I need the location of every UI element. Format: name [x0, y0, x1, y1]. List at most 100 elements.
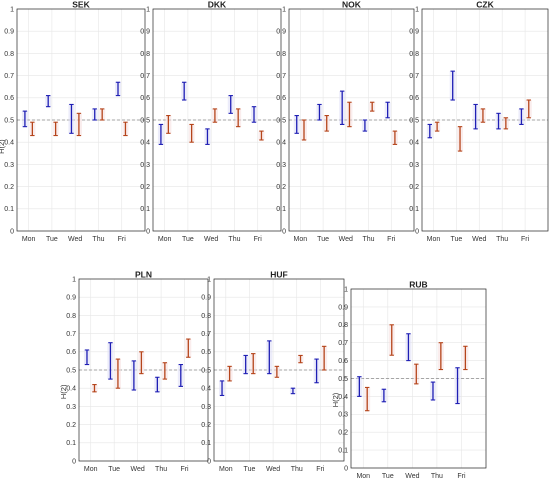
y-tick-label: 0.7	[409, 73, 419, 80]
y-tick-label: 0.6	[66, 349, 76, 356]
y-tick-label: 0.4	[66, 386, 76, 393]
x-tick-label: Fri	[180, 466, 189, 473]
y-tick-label: 0.8	[409, 51, 419, 58]
y-tick-label: 0	[282, 228, 286, 235]
y-tick-label: 0.7	[276, 73, 286, 80]
x-tick-label: Tue	[450, 236, 462, 243]
y-tick-label: 0.4	[338, 394, 348, 401]
x-tick-label: Mon	[356, 473, 370, 480]
panel-nok: 0 0.1 0.2 0.3 0.4 0.5 0.6 0.7 0.8 0.9 1 Mon Tue Wed Th…	[276, 0, 415, 243]
y-tick-label: 1	[282, 6, 286, 13]
y-tick-label: 0.6	[4, 95, 14, 102]
y-tick-label: 0.1	[276, 206, 286, 213]
x-tick-label: Mon	[84, 466, 98, 473]
y-tick-label: 0.3	[338, 412, 348, 419]
panel-pln: 0 0.1 0.2 0.3 0.4 0.5 0.6 0.7 0.8 0.9 1 Mon Tue Wed Th…	[59, 270, 209, 473]
y-tick-label: 0.6	[276, 95, 286, 102]
y-tick-label: 0.2	[338, 430, 348, 437]
panel-title: SEK	[72, 0, 90, 10]
y-tick-label: 0.4	[409, 140, 419, 147]
x-tick-label: Tue	[244, 466, 256, 473]
x-tick-label: Mon	[294, 236, 308, 243]
x-tick-label: Tue	[317, 236, 329, 243]
y-tick-label: 1	[146, 6, 150, 13]
panel-rub: 0 0.1 0.2 0.3 0.4 0.5 0.6 0.7 0.8 0.9 1 Mon Tue Wed Th…	[331, 280, 487, 480]
y-tick-label: 0.6	[201, 349, 211, 356]
y-tick-label: 0.8	[4, 51, 14, 58]
axes-frame	[288, 8, 415, 232]
y-tick-label: 0.5	[66, 367, 76, 374]
y-tick-label: 0.9	[66, 295, 76, 302]
y-tick-label: 0.1	[338, 448, 348, 455]
x-tick-label: Wed	[266, 466, 280, 473]
y-tick-label: 1	[10, 6, 14, 13]
x-tick-label: Thu	[431, 473, 443, 480]
x-tick-label: Fri	[387, 236, 396, 243]
x-tick-label: Thu	[228, 236, 240, 243]
x-tick-label: Wed	[405, 473, 419, 480]
y-tick-label: 0.3	[409, 162, 419, 169]
y-tick-label: 0.3	[140, 162, 150, 169]
x-tick-label: Fri	[316, 466, 325, 473]
y-tick-label: 0.1	[201, 440, 211, 447]
y-tick-label: 0.2	[201, 422, 211, 429]
y-tick-label: 0.1	[409, 206, 419, 213]
panel-title: DKK	[208, 0, 227, 10]
y-tick-label: 0.1	[4, 206, 14, 213]
x-tick-label: Wed	[68, 236, 82, 243]
axes-frame	[421, 8, 549, 232]
axes-frame	[78, 278, 209, 462]
y-tick-label: 0.2	[409, 184, 419, 191]
y-axis-label: H(2)	[0, 139, 6, 154]
axes-frame	[152, 8, 282, 232]
y-tick-label: 0.7	[201, 331, 211, 338]
y-tick-label: 0.9	[4, 29, 14, 36]
x-tick-label: Thu	[92, 236, 104, 243]
y-tick-label: 0.8	[66, 313, 76, 320]
panel-title: PLN	[135, 270, 152, 280]
x-tick-label: Tue	[382, 473, 394, 480]
y-tick-label: 0	[72, 458, 76, 465]
y-tick-label: 0.4	[4, 140, 14, 147]
y-tick-label: 0.2	[140, 184, 150, 191]
y-tick-label: 0.5	[409, 117, 419, 124]
x-tick-label: Wed	[339, 236, 353, 243]
axes-frame	[350, 288, 487, 469]
y-tick-label: 0.4	[201, 386, 211, 393]
y-tick-label: 0.7	[140, 73, 150, 80]
x-tick-label: Tue	[108, 466, 120, 473]
x-tick-label: Fri	[254, 236, 263, 243]
y-tick-label: 0.2	[4, 184, 14, 191]
y-tick-label: 0.5	[201, 367, 211, 374]
y-tick-label: 0	[146, 228, 150, 235]
y-tick-label: 0.4	[140, 140, 150, 147]
axes-frame	[213, 278, 345, 462]
y-tick-label: 0.3	[66, 404, 76, 411]
x-tick-label: Fri	[118, 236, 127, 243]
panel-title: HUF	[270, 270, 287, 280]
x-tick-label: Wed	[130, 466, 144, 473]
y-tick-label: 0.1	[66, 440, 76, 447]
y-tick-label: 1	[344, 286, 348, 293]
x-tick-label: Thu	[291, 466, 303, 473]
y-tick-label: 0.7	[338, 340, 348, 347]
x-tick-label: Tue	[46, 236, 58, 243]
y-tick-label: 0.3	[276, 162, 286, 169]
y-tick-label: 0	[10, 228, 14, 235]
x-tick-label: Mon	[219, 466, 233, 473]
x-tick-label: Fri	[457, 473, 466, 480]
x-tick-label: Tue	[182, 236, 194, 243]
y-tick-label: 0.3	[201, 404, 211, 411]
y-tick-label: 0.2	[276, 184, 286, 191]
y-tick-label: 0.5	[338, 376, 348, 383]
y-tick-label: 0.6	[409, 95, 419, 102]
x-tick-label: Thu	[155, 466, 167, 473]
y-axis-label: H(2)	[331, 392, 340, 407]
panel-czk: 0 0.1 0.2 0.3 0.4 0.5 0.6 0.7 0.8 0.9 1 Mon Tue Wed Th…	[409, 0, 549, 243]
y-axis-label: H(2)	[59, 384, 68, 399]
y-tick-label: 0.6	[338, 358, 348, 365]
y-tick-label: 0.8	[201, 313, 211, 320]
panel-title: RUB	[409, 280, 427, 290]
y-tick-label: 0.9	[338, 304, 348, 311]
